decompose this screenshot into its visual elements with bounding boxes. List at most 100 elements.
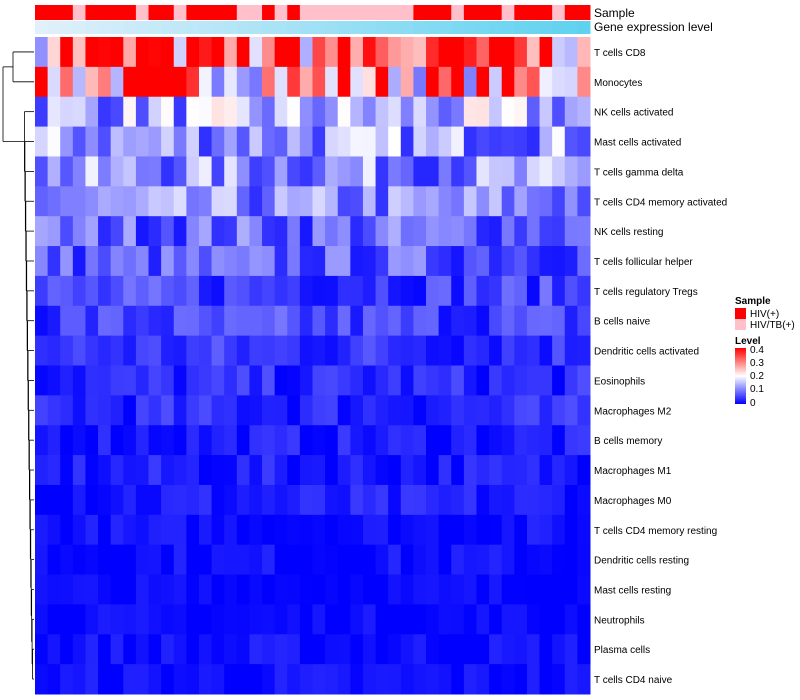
expression-annotation-cell — [539, 21, 553, 34]
heatmap-cell — [161, 186, 175, 217]
heatmap-cell — [564, 96, 578, 128]
heatmap-cell — [413, 455, 427, 486]
heatmap-cell — [85, 365, 99, 396]
heatmap-cell — [489, 395, 503, 426]
heatmap-cell — [287, 335, 301, 366]
heatmap-cell — [274, 365, 288, 396]
heatmap-cell — [98, 305, 112, 337]
heatmap-cell — [426, 66, 440, 98]
heatmap-cell — [514, 66, 528, 98]
heatmap-cell — [198, 246, 213, 277]
heatmap-cell — [173, 126, 187, 157]
heatmap-cell — [413, 216, 427, 247]
heatmap-cell — [564, 335, 578, 366]
heatmap-cell — [476, 634, 490, 665]
heatmap-cell — [400, 514, 414, 546]
heatmap-cell — [388, 365, 402, 396]
heatmap-cell — [400, 544, 414, 576]
heatmap-cell — [526, 484, 541, 516]
heatmap-cell — [325, 395, 339, 426]
row-label: Dendritic cells activated — [594, 347, 699, 358]
heatmap-cell — [539, 664, 553, 695]
heatmap-cell — [186, 275, 200, 307]
expression-annotation-cell — [426, 21, 440, 34]
sample-annotation-cell — [564, 5, 578, 20]
heatmap-cell — [312, 216, 326, 247]
heatmap-cell — [400, 126, 414, 157]
heatmap-cell — [287, 395, 301, 426]
heatmap-cell — [186, 96, 200, 128]
heatmap-cell — [186, 66, 200, 98]
heatmap-cell — [426, 544, 440, 576]
heatmap-cell — [236, 455, 250, 486]
row-label: Monocytes — [594, 78, 642, 89]
heatmap-cell — [35, 186, 49, 217]
heatmap-cell — [186, 455, 200, 486]
expression-annotation-cell — [98, 21, 112, 34]
heatmap-cell — [552, 514, 566, 546]
heatmap-cell — [514, 664, 528, 695]
row-labels: T cells CD8 Monocytes NK cells activated Ma… — [594, 48, 727, 686]
heatmap-cell — [161, 66, 175, 98]
heatmap-cell — [148, 574, 162, 605]
heatmap-cell — [135, 156, 150, 187]
heatmap-cell — [123, 216, 137, 247]
heatmap-cell — [375, 216, 389, 247]
heatmap-cell — [211, 395, 225, 426]
heatmap-cell — [262, 455, 276, 486]
heatmap-cell — [135, 455, 150, 486]
heatmap-cell — [489, 425, 503, 456]
heatmap-cell — [123, 126, 137, 157]
heatmap-cell — [72, 514, 86, 546]
heatmap-cell — [426, 96, 440, 128]
heatmap-cell — [312, 96, 326, 128]
heatmap-cell — [148, 37, 162, 68]
heatmap-cell — [299, 275, 313, 307]
sample-annotation-cell — [224, 5, 238, 20]
heatmap-cell — [173, 246, 187, 277]
heatmap-cell — [224, 37, 238, 68]
heatmap-cell — [577, 664, 591, 695]
heatmap-cell — [476, 96, 490, 128]
heatmap-cell — [463, 156, 477, 187]
heatmap-cell — [388, 514, 402, 546]
heatmap-cell — [362, 335, 377, 366]
row-label: Mast cells activated — [594, 138, 681, 149]
heatmap-cell — [186, 156, 200, 187]
heatmap-cell — [148, 156, 162, 187]
heatmap-cell — [123, 335, 137, 366]
heatmap-cell — [325, 66, 339, 98]
heatmap-cell — [72, 66, 86, 98]
heatmap-cell — [198, 275, 213, 307]
heatmap-cell — [161, 96, 175, 128]
heatmap-cell — [514, 275, 528, 307]
heatmap-cell — [476, 455, 490, 486]
heatmap-cell — [274, 425, 288, 456]
heatmap-cell — [287, 634, 301, 665]
heatmap-cell — [337, 186, 351, 217]
heatmap-cell — [350, 305, 364, 337]
heatmap-cell — [312, 275, 326, 307]
heatmap-cell — [262, 365, 276, 396]
heatmap-cell — [299, 216, 313, 247]
heatmap-cell — [451, 365, 465, 396]
heatmap-cell — [135, 37, 150, 68]
heatmap-cell — [463, 544, 477, 576]
heatmap-cell — [211, 186, 225, 217]
heatmap-cell — [135, 126, 150, 157]
heatmap-cell — [249, 455, 263, 486]
heatmap-cell — [236, 335, 250, 366]
heatmap-cell — [60, 126, 74, 157]
heatmap-cell — [375, 246, 389, 277]
row-label: T cells CD4 memory activated — [594, 197, 727, 208]
heatmap-cell — [451, 634, 465, 665]
expression-annotation-cell — [123, 21, 137, 34]
heatmap-cell — [564, 514, 578, 546]
heatmap-cell — [476, 514, 490, 546]
heatmap-cell — [274, 634, 288, 665]
heatmap-cell — [539, 66, 553, 98]
sample-annotation-cell — [413, 5, 427, 20]
heatmap-cell — [72, 335, 86, 366]
heatmap-cell — [325, 664, 339, 695]
heatmap-cell — [72, 156, 86, 187]
